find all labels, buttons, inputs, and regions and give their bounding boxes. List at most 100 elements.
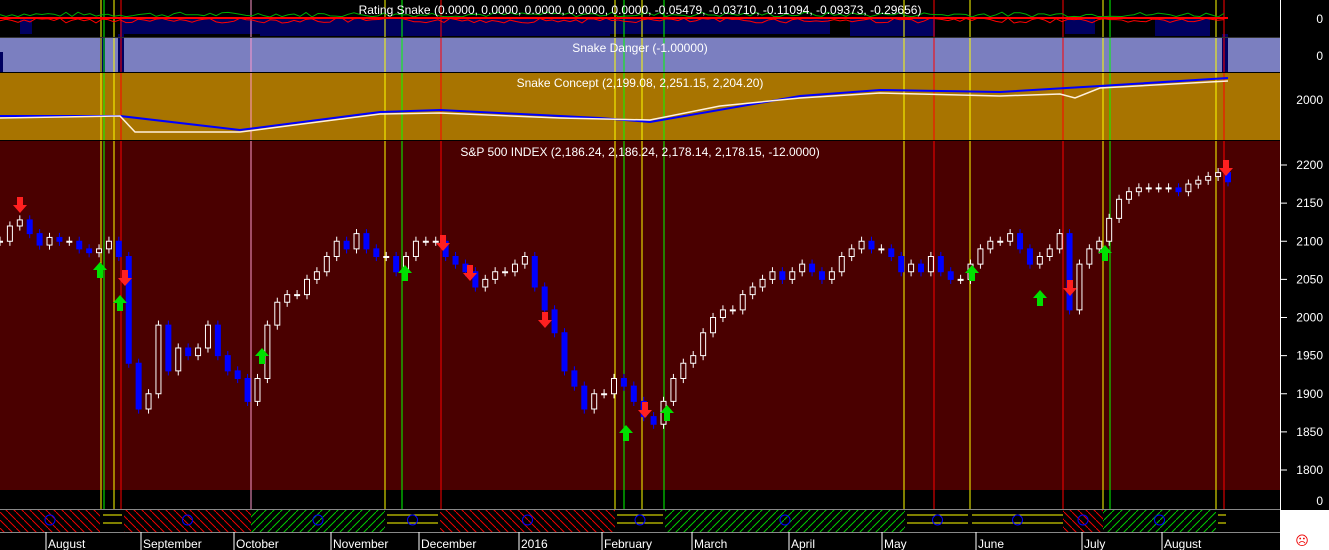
candle-body [571,370,578,387]
rating-red-line [0,17,1225,24]
month-label: August [1164,537,1202,550]
candle-body [838,256,845,273]
candle-body [76,240,83,250]
rating-axis-label: 0 [1316,12,1323,26]
candles [0,168,1231,429]
candle-body [412,240,419,257]
candle-body [86,248,93,254]
month-label: 2016 [521,537,548,550]
candle-body [1195,179,1202,185]
candle-body [1185,183,1192,193]
candle-body [0,240,3,243]
sad-face-icon[interactable]: ☹ [1295,533,1309,548]
sell-arrow-icon [13,197,27,213]
y-axis-ticks: 1800 1850 1900 1950 2000 2050 2100 2150 2200 [1280,158,1323,477]
candle-body [1135,187,1142,193]
candle-body [957,278,964,281]
candle-body [620,378,627,387]
main-title: S&P 500 INDEX (2,186.24, 2,186.24, 2,178… [460,145,819,159]
month-label: February [604,537,652,550]
candle-body [46,236,53,246]
candle-body [1175,187,1182,193]
candle-body [393,256,400,273]
candle-body [125,256,132,364]
candle-body [898,256,905,273]
signal-arrows [13,160,1233,441]
candle-body [1026,248,1033,265]
candle-body [888,248,895,257]
candle-body [1056,233,1063,250]
candle-body [432,240,439,243]
danger-panel-bg [0,38,1280,72]
face-icon [312,514,324,526]
month-label: August [48,537,86,550]
candle-body [115,240,122,257]
main-panel-bg [0,141,1280,490]
month-label: December [421,537,476,550]
candle-body [611,378,617,395]
candle-body [848,248,855,257]
candle-body [422,240,429,243]
candle-body [749,286,756,296]
neutral-segment [385,510,440,532]
candle-body [1076,263,1083,311]
candle-body [234,370,241,379]
danger-block [1222,34,1228,72]
y-tick-label: 2000 [1296,311,1323,325]
candle-body [185,347,192,357]
month-axis: August September October November December 20… [45,532,1202,550]
sell-arrow-icon [538,312,552,328]
bearish-segment [440,510,615,532]
danger-block [440,19,610,36]
candle-body [581,385,588,410]
face-icon [44,514,56,526]
candle-body [977,248,984,265]
buy-arrow-icon [660,405,674,421]
candle-body [56,236,63,242]
sell-arrow-icon [118,270,132,286]
candle-body [353,233,360,250]
month-label: November [333,537,388,550]
candle-body [244,378,251,402]
y-tick-label: 2150 [1296,196,1323,210]
candle-body [700,332,707,357]
candle-body [947,271,954,280]
candle-body [1165,187,1172,190]
candle-body [531,256,538,288]
right-axis [1280,0,1329,510]
month-label: March [694,537,727,550]
candle-body [997,240,1004,243]
regime-strip [0,510,1228,532]
concept-lines [0,77,1229,133]
candle-body [363,233,370,250]
sell-arrow-icon [638,402,652,418]
candle-body [591,393,598,410]
candle-body [264,324,271,379]
y-tick-label: 2050 [1296,272,1323,286]
candle-body [284,294,291,303]
candle-body [204,324,211,349]
sell-arrow-icon [1063,280,1077,296]
candle-body [719,309,726,318]
candle-body [1116,198,1123,219]
candle-body [541,286,548,311]
candle-body [759,278,766,288]
candle-body [818,271,825,280]
buy-arrow-icon [1098,245,1112,261]
bearish-segment [124,510,251,532]
candle-body [383,256,390,258]
bearish-segment [1063,510,1103,532]
bullish-segment [1103,510,1216,532]
danger-axis-label: 0 [1316,49,1323,63]
candle-body [690,355,697,364]
candle-body [1106,217,1113,242]
candle-body [16,219,23,227]
candle-body [937,256,944,273]
candle-body [551,309,558,334]
candle-body [254,378,261,402]
candle-body [739,294,746,311]
danger-title: Snake Danger (-1.00000) [572,41,707,55]
candle-body [561,332,568,372]
candle-body [492,271,499,280]
candle-body [601,393,608,396]
